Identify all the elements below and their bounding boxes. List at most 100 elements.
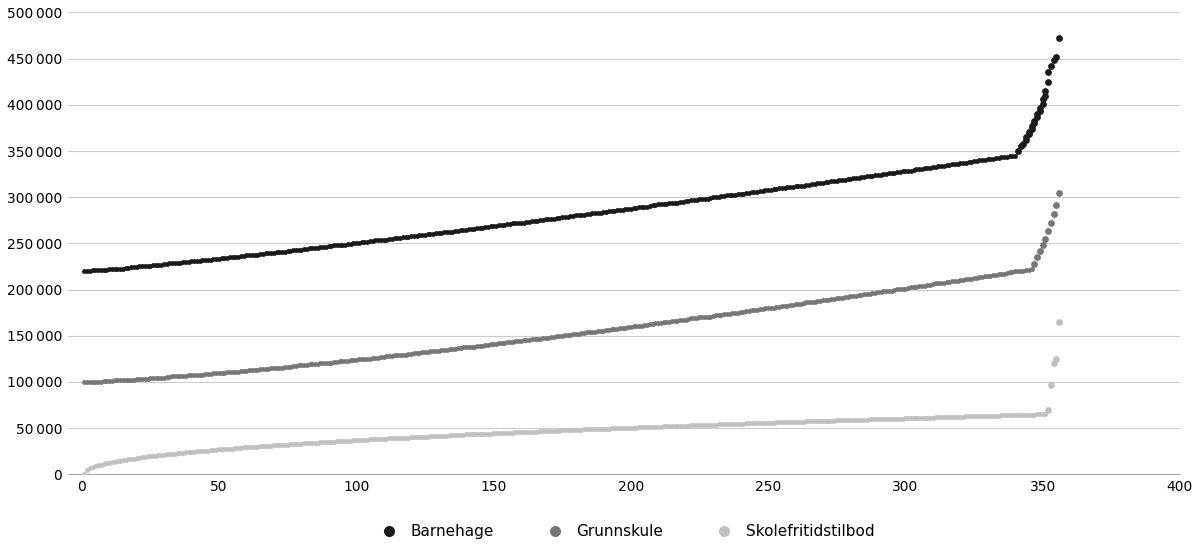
Point bbox=[630, 321, 649, 330]
Point bbox=[876, 170, 895, 179]
Point bbox=[102, 264, 121, 273]
Point bbox=[89, 377, 108, 386]
Point bbox=[550, 426, 569, 435]
Point bbox=[1050, 318, 1069, 326]
Point bbox=[590, 425, 610, 434]
Point bbox=[212, 368, 232, 377]
Point bbox=[761, 304, 780, 312]
Point bbox=[94, 459, 113, 468]
Point bbox=[256, 249, 275, 258]
Point bbox=[679, 421, 698, 430]
Point bbox=[833, 293, 852, 302]
Point bbox=[394, 434, 413, 442]
Point bbox=[764, 418, 784, 427]
Point bbox=[336, 240, 355, 249]
Point bbox=[336, 357, 355, 365]
Point bbox=[385, 434, 404, 442]
Point bbox=[202, 369, 221, 378]
Point bbox=[484, 339, 503, 348]
Point bbox=[434, 431, 454, 440]
Point bbox=[637, 202, 656, 211]
Point bbox=[654, 318, 673, 327]
Point bbox=[737, 419, 756, 428]
Point bbox=[234, 443, 253, 452]
Point bbox=[624, 204, 643, 213]
Point bbox=[308, 359, 328, 368]
Point bbox=[792, 181, 811, 190]
Point bbox=[262, 364, 281, 373]
Point bbox=[865, 415, 884, 424]
Point bbox=[797, 181, 816, 190]
Point bbox=[341, 356, 360, 365]
Point bbox=[445, 344, 464, 353]
Point bbox=[940, 161, 959, 170]
Point bbox=[174, 371, 193, 380]
Point bbox=[712, 192, 731, 201]
Point bbox=[388, 434, 407, 442]
Point bbox=[1036, 234, 1055, 243]
Point bbox=[722, 309, 742, 318]
Point bbox=[742, 188, 761, 197]
Point bbox=[308, 243, 328, 252]
Point bbox=[910, 282, 929, 291]
Point bbox=[660, 199, 679, 208]
Point bbox=[786, 182, 805, 191]
Point bbox=[541, 426, 560, 435]
Point bbox=[698, 420, 718, 429]
Point bbox=[473, 223, 492, 232]
Point bbox=[860, 290, 880, 299]
Point bbox=[778, 417, 797, 426]
Point bbox=[854, 290, 874, 299]
Point bbox=[526, 217, 545, 225]
Point bbox=[292, 361, 311, 370]
Point bbox=[1003, 267, 1022, 276]
Point bbox=[352, 435, 371, 444]
Point bbox=[671, 198, 690, 206]
Point bbox=[127, 375, 146, 384]
Point bbox=[421, 347, 440, 356]
Point bbox=[526, 335, 545, 344]
Point bbox=[432, 431, 451, 440]
Point bbox=[874, 287, 893, 296]
Point bbox=[959, 275, 978, 283]
Point bbox=[209, 445, 228, 454]
Point bbox=[332, 436, 352, 445]
Point bbox=[890, 167, 910, 176]
Point bbox=[1014, 411, 1033, 420]
Point bbox=[223, 444, 242, 453]
Point bbox=[707, 420, 726, 429]
Point bbox=[605, 424, 624, 432]
Point bbox=[665, 198, 684, 207]
Point bbox=[1022, 410, 1042, 419]
Point bbox=[124, 454, 143, 463]
Point bbox=[487, 339, 506, 348]
Point bbox=[251, 365, 270, 374]
Point bbox=[168, 372, 187, 381]
Point bbox=[695, 421, 714, 430]
Point bbox=[956, 275, 976, 284]
Point bbox=[668, 316, 688, 325]
Point bbox=[552, 213, 571, 222]
Point bbox=[347, 355, 366, 364]
Point bbox=[973, 156, 992, 165]
Point bbox=[718, 310, 737, 319]
Point bbox=[876, 415, 895, 424]
Point bbox=[547, 426, 566, 435]
Point bbox=[481, 222, 500, 231]
Point bbox=[880, 415, 899, 424]
Point bbox=[317, 358, 336, 367]
Point bbox=[360, 237, 379, 246]
Point bbox=[577, 425, 596, 434]
Point bbox=[984, 411, 1003, 420]
Point bbox=[871, 170, 890, 179]
Point bbox=[242, 442, 262, 451]
Point bbox=[302, 359, 322, 368]
Point bbox=[196, 446, 215, 455]
Point bbox=[445, 431, 464, 440]
Point bbox=[690, 313, 709, 322]
Point bbox=[456, 430, 475, 439]
Point bbox=[424, 229, 443, 238]
Point bbox=[1027, 410, 1046, 419]
Point bbox=[292, 439, 311, 448]
Point bbox=[769, 418, 788, 427]
